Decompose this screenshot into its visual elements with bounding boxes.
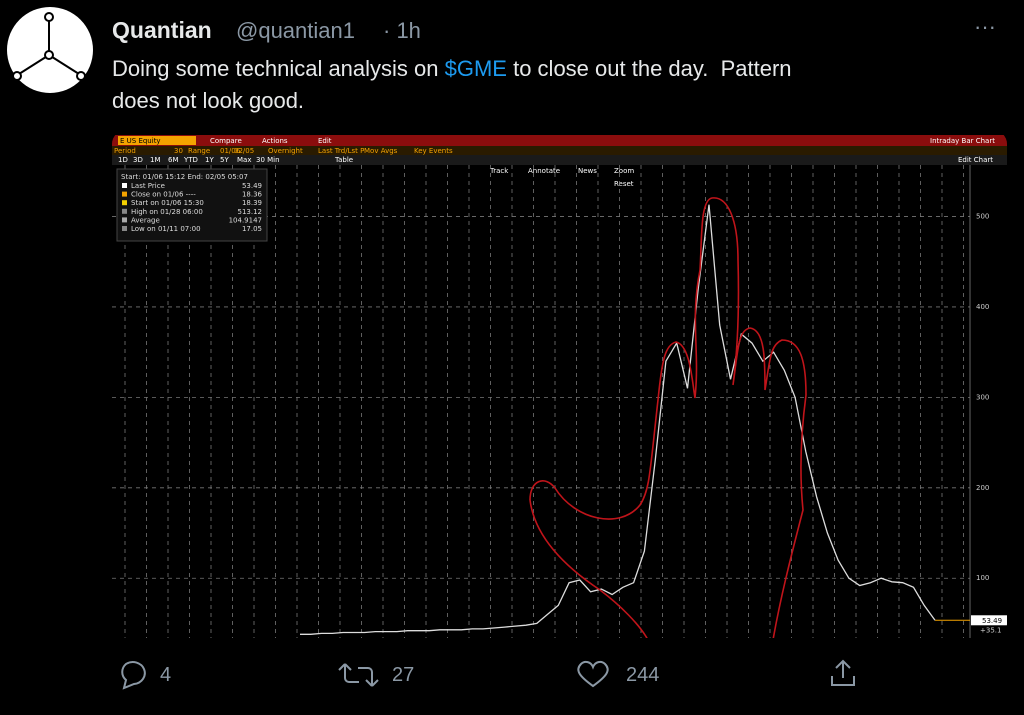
- y-tick-label: 400: [976, 303, 989, 311]
- terminal-menu: Compare: [210, 137, 242, 145]
- period-button: 6M: [168, 156, 179, 164]
- period-button: Edit Chart: [958, 156, 993, 164]
- action-icons: [121, 659, 855, 690]
- reply-count: 4: [160, 664, 171, 686]
- y-tick-label: 200: [976, 484, 989, 492]
- text: to close out the day. Pattern: [507, 56, 792, 81]
- legend-swatch: [122, 200, 127, 206]
- tweet-text: does not look good.: [112, 88, 304, 113]
- y-tick-label: 300: [976, 393, 989, 401]
- terminal-menu: E US Equity: [120, 137, 161, 145]
- price-line: [300, 204, 936, 635]
- chart-tool: Reset: [614, 180, 634, 188]
- period-button: 30 Min: [256, 156, 280, 164]
- period-button: 1D: [118, 156, 128, 164]
- chart-tool: News: [578, 167, 597, 175]
- media[interactable]: E US Equity Compare Actions Edit Intraday Ba…: [112, 130, 1007, 640]
- legend-label: Start on 01/06 15:30: [131, 199, 204, 207]
- chart-tool: Zoom: [614, 167, 634, 175]
- terminal-setting: 02/05: [234, 147, 254, 155]
- legend-value: 513.12: [238, 208, 263, 216]
- chart-tool: Track: [489, 167, 509, 175]
- terminal-menu: Edit: [318, 137, 332, 145]
- period-button: 3D: [133, 156, 143, 164]
- legend-label: Average: [131, 216, 160, 224]
- period-button: 1Y: [205, 156, 214, 164]
- share-icon[interactable]: [831, 659, 855, 686]
- period-button: 5Y: [220, 156, 229, 164]
- last-price-box: [971, 615, 1007, 626]
- legend-swatch: [122, 226, 127, 231]
- y-tick-label: 500: [976, 213, 989, 221]
- legend-swatch: [122, 183, 127, 188]
- terminal-setting: Period: [114, 147, 136, 155]
- legend-value: 53.49: [242, 182, 262, 190]
- terminal-setting: Range: [188, 147, 210, 155]
- retweet-icon[interactable]: [338, 663, 379, 687]
- more-button[interactable]: ···: [974, 14, 996, 39]
- legend-value: 17.05: [242, 225, 262, 233]
- period-button: YTD: [183, 156, 198, 164]
- terminal-setting: Key Events: [414, 147, 453, 155]
- like-icon[interactable]: [577, 660, 609, 688]
- reply-icon[interactable]: [121, 661, 146, 690]
- terminal-setting: Last Trd/Lst P: [318, 147, 364, 155]
- terminal-menu: Actions: [262, 137, 288, 145]
- terminal-setting: 01/06: [220, 147, 241, 155]
- y-tick-label: 100: [976, 574, 989, 582]
- terminal-setting: Mov Avgs: [364, 147, 398, 155]
- display-name[interactable]: Quantian: [112, 17, 212, 43]
- chart-tool: Annotate: [528, 167, 560, 175]
- legend-value: 104.9147: [229, 216, 262, 224]
- legend-title: Start: 01/06 15:12 End: 02/05 05:07: [121, 173, 248, 181]
- terminal-menu: Intraday Bar Chart: [930, 137, 995, 145]
- last-price-label: 53.49: [982, 617, 1002, 625]
- handle[interactable]: @quantian1: [236, 18, 355, 43]
- cashtag[interactable]: $GME: [445, 56, 507, 81]
- period-button: Max: [237, 156, 251, 164]
- legend-label: High on 01/28 06:00: [131, 208, 203, 216]
- like-count: 244: [626, 664, 659, 686]
- legend-label: Close on 01/06 ----: [131, 191, 196, 199]
- change-label: +35.1: [980, 626, 1001, 634]
- annotation: [529, 197, 807, 638]
- period-button: Table: [334, 156, 353, 164]
- legend-swatch: [122, 217, 127, 223]
- legend-label: Low on 01/11 07:00: [131, 225, 201, 233]
- avatar[interactable]: [7, 7, 93, 93]
- legend-value: 18.36: [242, 191, 263, 199]
- legend-swatch: [122, 208, 127, 214]
- legend-swatch: [122, 191, 127, 197]
- timestamp[interactable]: · 1h: [383, 18, 421, 43]
- terminal-setting: Overnight: [268, 147, 303, 155]
- terminal-setting: 30: [174, 147, 183, 155]
- retweet-count: 27: [392, 664, 414, 686]
- tweet-text: Doing some technical analysis on $GME to…: [112, 56, 792, 81]
- period-button: 1M: [150, 156, 161, 164]
- legend-label: Last Price: [131, 182, 165, 190]
- legend-value: 18.39: [242, 199, 262, 207]
- text: Doing some technical analysis on: [112, 56, 445, 81]
